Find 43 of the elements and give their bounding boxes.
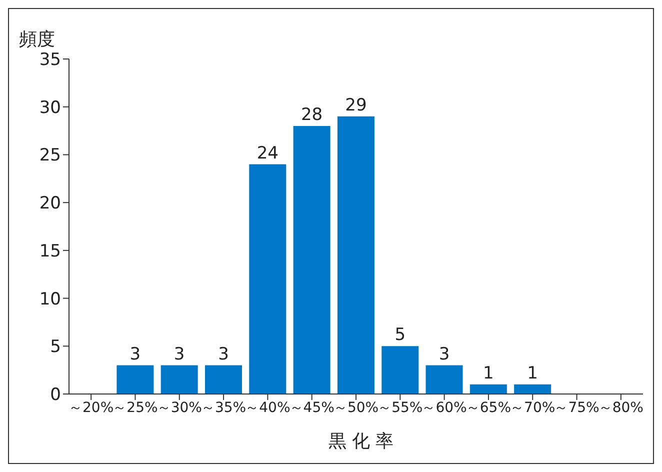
x-tick-label: ～30% <box>156 400 202 416</box>
x-tick-label: ～50% <box>333 400 379 416</box>
y-tick-label: 10 <box>39 289 61 310</box>
x-tick-label: ～25% <box>112 400 158 416</box>
data-label: 5 <box>394 325 406 346</box>
bar <box>160 365 198 394</box>
bar <box>514 384 552 394</box>
x-tick-label: ～35% <box>200 400 246 416</box>
bar <box>470 384 507 394</box>
bar <box>382 346 419 394</box>
y-tick-label: 30 <box>39 98 61 118</box>
bar <box>337 116 374 394</box>
data-label: 24 <box>256 143 278 164</box>
bar <box>293 126 330 394</box>
bar <box>249 164 286 394</box>
x-tick-label: ～80% <box>598 400 644 416</box>
data-label: 3 <box>218 344 229 364</box>
y-tick-label: 35 <box>39 50 61 70</box>
bar <box>204 365 242 394</box>
x-tick-label: ～70% <box>510 400 556 416</box>
y-tick-label: 5 <box>50 337 61 358</box>
data-label: 28 <box>300 105 323 125</box>
x-tick-label: ～60% <box>422 400 467 416</box>
data-label: 3 <box>130 344 141 364</box>
data-label: 3 <box>174 344 185 364</box>
data-label: 3 <box>438 344 450 364</box>
x-tick-label: ～20% <box>68 400 114 416</box>
y-tick-label: 25 <box>39 146 61 166</box>
x-tick-label: ～45% <box>289 400 334 416</box>
data-label: 1 <box>483 363 494 384</box>
bar <box>426 365 463 394</box>
y-axis-title: 頻度 <box>19 28 55 51</box>
data-label: 29 <box>345 95 367 116</box>
x-tick-label: ～65% <box>466 400 512 416</box>
y-tick-label: 20 <box>39 194 61 214</box>
x-axis-title: 黒 化 率 <box>327 430 395 453</box>
x-tick-label: ～55% <box>378 400 423 416</box>
x-tick-label: ～40% <box>245 400 290 416</box>
y-tick-label: 0 <box>50 385 61 406</box>
data-label: 1 <box>527 363 538 384</box>
bar <box>116 365 154 394</box>
y-tick-label: 15 <box>39 241 61 262</box>
x-tick-label: ～75% <box>554 400 600 416</box>
